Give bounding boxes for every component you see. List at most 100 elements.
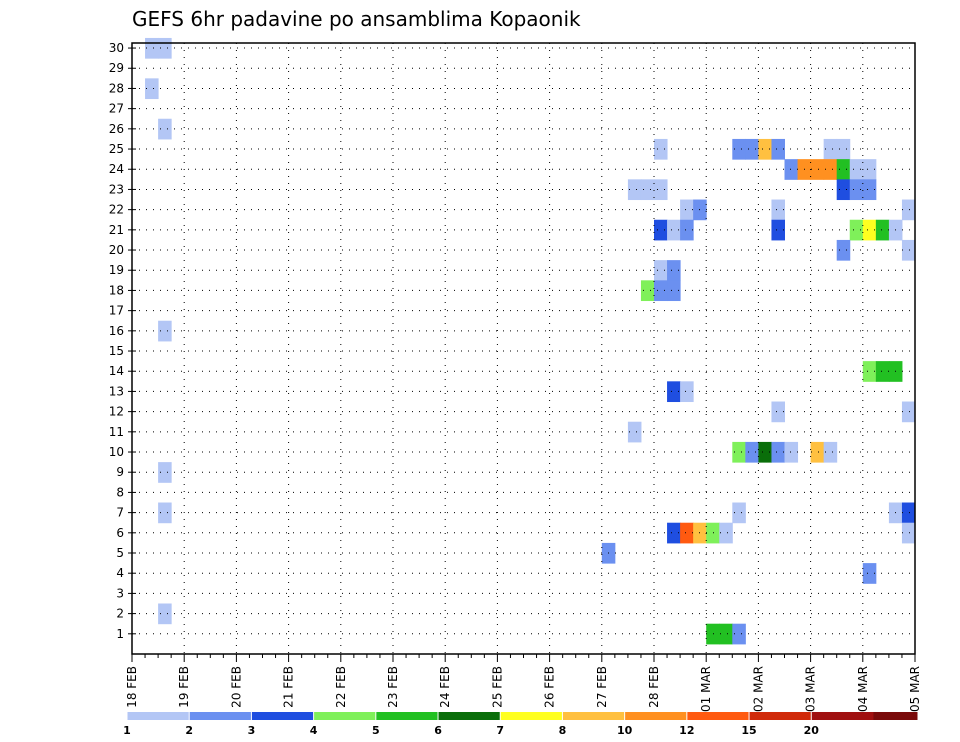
x-tick-label: 27 FEB bbox=[595, 666, 609, 708]
heatmap-cell bbox=[823, 159, 838, 180]
colorbar-segment bbox=[127, 712, 190, 720]
y-tick-label: 1 bbox=[116, 627, 124, 641]
colorbar-label: 10 bbox=[617, 724, 633, 737]
y-tick-label: 11 bbox=[109, 425, 124, 439]
colorbar-segment bbox=[500, 712, 563, 720]
colorbar-segment bbox=[189, 712, 252, 720]
heatmap-cell bbox=[823, 441, 838, 463]
y-tick-label: 26 bbox=[109, 122, 124, 136]
heatmap-cell bbox=[732, 441, 746, 463]
heatmap-cell bbox=[849, 179, 864, 201]
heatmap-cell bbox=[836, 138, 851, 160]
heatmap-cell bbox=[158, 118, 172, 140]
colorbar: 1 2 3 4 5 6 7 8 10 12 15 20 bbox=[123, 712, 918, 737]
heatmap-cell bbox=[771, 401, 785, 423]
y-tick-label: 21 bbox=[109, 223, 124, 237]
heatmap-cell bbox=[901, 239, 916, 261]
x-tick-label: 23 FEB bbox=[386, 666, 400, 708]
x-tick-label: 18 FEB bbox=[125, 666, 139, 708]
y-tick-label: 20 bbox=[109, 243, 124, 257]
chart-title: GEFS 6hr padavine po ansamblima Kopaonik bbox=[132, 7, 581, 31]
colorbar-segment bbox=[375, 712, 439, 720]
heatmap-cell bbox=[784, 159, 799, 180]
colorbar-segment bbox=[562, 712, 626, 720]
x-tick-label: 04 MAR bbox=[856, 666, 870, 712]
heatmap-cell bbox=[771, 199, 785, 221]
heatmap-cell bbox=[836, 159, 851, 180]
heatmap-cell bbox=[667, 219, 681, 241]
x-tick-label: 20 FEB bbox=[229, 666, 243, 708]
y-tick-label: 7 bbox=[116, 506, 124, 520]
heatmap-cell bbox=[640, 179, 655, 201]
heatmap-cell bbox=[836, 179, 851, 201]
heatmap-cell bbox=[654, 219, 668, 241]
heatmap-cell bbox=[667, 260, 681, 281]
heatmap-cell bbox=[836, 239, 851, 261]
heatmap-cell bbox=[667, 522, 681, 544]
colorbar-label: 4 bbox=[310, 724, 318, 737]
colorbar-label: 15 bbox=[741, 724, 756, 737]
heatmap-cell bbox=[706, 623, 720, 645]
y-tick-label: 15 bbox=[109, 344, 124, 358]
heatmap-cell bbox=[732, 138, 746, 160]
y-tick-label: 14 bbox=[109, 364, 124, 378]
colorbar-label: 8 bbox=[559, 724, 567, 737]
x-tick-label: 26 FEB bbox=[543, 666, 557, 708]
y-tick-label: 27 bbox=[109, 102, 124, 116]
heatmap-cell bbox=[654, 260, 668, 281]
heatmap-cell bbox=[145, 37, 159, 59]
heatmap-cell bbox=[732, 623, 746, 645]
heatmap-cell bbox=[771, 219, 785, 241]
heatmap-cell bbox=[719, 623, 733, 645]
colorbar-label: 6 bbox=[434, 724, 442, 737]
heatmap-cell bbox=[158, 502, 172, 524]
x-tick-label: 21 FEB bbox=[282, 666, 296, 708]
heatmap-cell bbox=[680, 381, 694, 403]
colorbar-segment bbox=[749, 712, 812, 720]
heatmap-cell bbox=[901, 401, 916, 423]
x-tick-label: 24 FEB bbox=[438, 666, 452, 708]
heatmap-cell bbox=[667, 381, 681, 403]
colorbar-label: 7 bbox=[496, 724, 504, 737]
y-tick-label: 25 bbox=[109, 142, 124, 156]
y-tick-label: 29 bbox=[109, 61, 124, 75]
heatmap-cell bbox=[745, 138, 759, 160]
heatmap-cell bbox=[784, 441, 799, 463]
y-axis: 1234567891011121314151617181920212223242… bbox=[109, 41, 136, 641]
y-tick-label: 5 bbox=[116, 546, 124, 560]
heatmap-cell bbox=[732, 502, 746, 524]
y-tick-label: 10 bbox=[109, 445, 124, 459]
x-tick-label: 02 MAR bbox=[751, 666, 765, 712]
y-tick-label: 22 bbox=[109, 203, 124, 217]
x-tick-label: 28 FEB bbox=[647, 666, 661, 708]
x-axis: 18 FEB 19 FEB 20 FEB 21 FEB 22 FEB 23 FEB 24 F… bbox=[125, 654, 922, 712]
y-tick-label: 8 bbox=[116, 485, 124, 499]
heatmap-cell bbox=[680, 522, 694, 544]
heatmap-cell bbox=[745, 441, 759, 463]
heatmap-cell bbox=[145, 78, 159, 100]
heatmap-cell bbox=[875, 361, 890, 382]
x-tick-label: 19 FEB bbox=[177, 666, 191, 708]
y-tick-label: 16 bbox=[109, 324, 124, 338]
y-tick-label: 4 bbox=[116, 566, 124, 580]
heatmap-cell bbox=[680, 199, 694, 221]
heatmap-cell bbox=[627, 421, 642, 443]
y-tick-label: 18 bbox=[109, 283, 124, 297]
heatmap-cell bbox=[654, 138, 668, 160]
heatmap-cell bbox=[667, 280, 681, 302]
colorbar-label: 20 bbox=[804, 724, 820, 737]
y-tick-label: 3 bbox=[116, 586, 124, 600]
heatmap-cell bbox=[706, 522, 720, 544]
heatmap-cell bbox=[680, 219, 694, 241]
x-tick-label: 01 MAR bbox=[699, 666, 713, 712]
colorbar-segment bbox=[686, 712, 750, 720]
heatmap-cell bbox=[654, 179, 668, 201]
heatmap-cell bbox=[654, 280, 668, 302]
y-tick-label: 23 bbox=[109, 182, 124, 196]
heatmap-cell bbox=[862, 219, 877, 241]
x-tick-label: 22 FEB bbox=[334, 666, 348, 708]
heatmap-cell bbox=[158, 603, 172, 625]
heatmap-cell bbox=[810, 159, 825, 180]
heatmap-cells bbox=[145, 37, 916, 645]
